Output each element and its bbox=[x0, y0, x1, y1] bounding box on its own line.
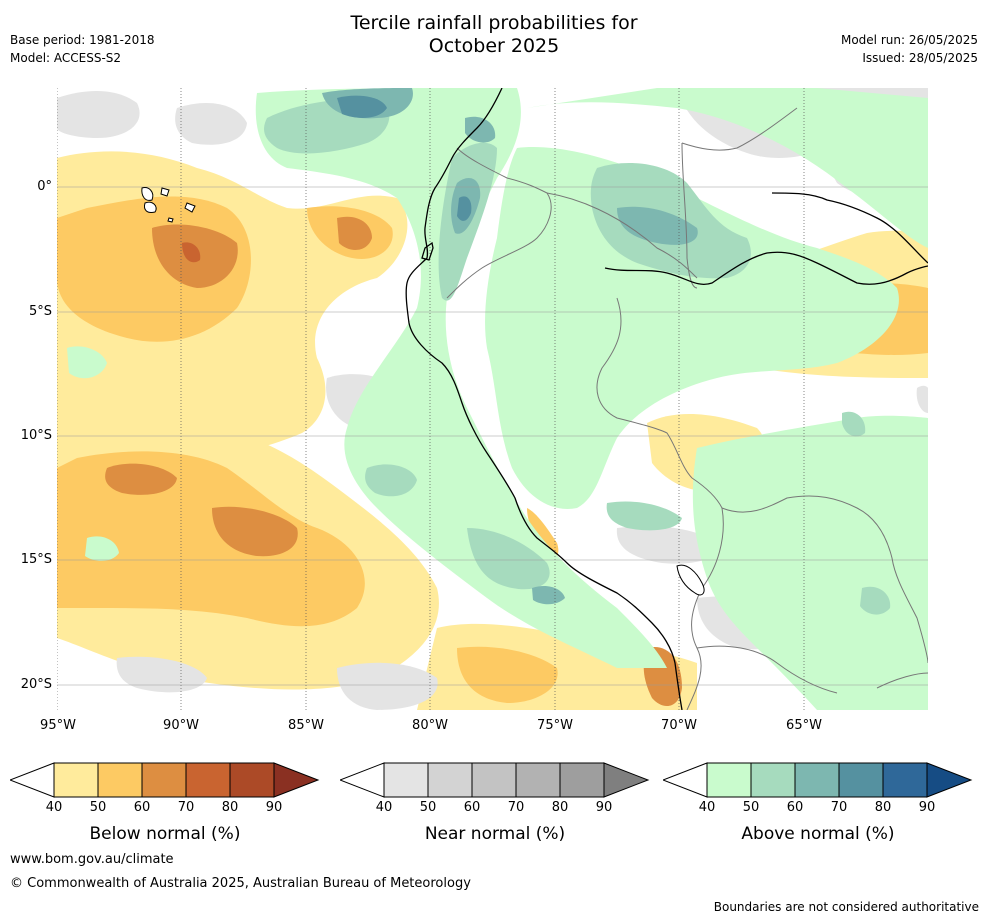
below-label-40: 40 bbox=[45, 800, 63, 815]
colorbar-below-normal: 40 50 60 70 80 90 Below normal (%) bbox=[8, 762, 320, 856]
map-gridlines-lat bbox=[57, 186, 928, 686]
above-label-50: 50 bbox=[742, 800, 760, 815]
colorbar-below-swatches bbox=[8, 762, 320, 798]
near-label-50: 50 bbox=[419, 800, 437, 815]
below-label-80: 80 bbox=[221, 800, 239, 815]
near-swatch-1 bbox=[383, 762, 429, 798]
lake-titicaca bbox=[676, 564, 705, 596]
near-label-70: 70 bbox=[507, 800, 525, 815]
lat-tick-5s: 5°S bbox=[28, 304, 52, 319]
near-label-80: 80 bbox=[551, 800, 569, 815]
below-label-90: 90 bbox=[265, 800, 283, 815]
near-swatch-under bbox=[338, 762, 385, 798]
above-swatch-1 bbox=[706, 762, 752, 798]
near-swatch-over bbox=[603, 762, 650, 798]
rainfall-map bbox=[57, 88, 928, 710]
near-normal-title: Near normal (%) bbox=[424, 824, 566, 844]
above-label-80: 80 bbox=[874, 800, 892, 815]
below-label-50: 50 bbox=[89, 800, 107, 815]
lat-tick-20s: 20°S bbox=[20, 677, 52, 692]
near-swatch-2 bbox=[427, 762, 473, 798]
near-label-90: 90 bbox=[595, 800, 613, 815]
above-normal-regions bbox=[67, 88, 928, 710]
lat-tick-15s: 15°S bbox=[20, 552, 52, 567]
map-canvas bbox=[57, 88, 928, 710]
above-swatch-2 bbox=[750, 762, 796, 798]
model-run: Model run: 26/05/2025 bbox=[840, 33, 978, 47]
below-normal-title: Below normal (%) bbox=[89, 824, 241, 844]
lon-tick-75w: 75°W bbox=[537, 718, 573, 733]
title-line-2: October 2025 bbox=[428, 35, 560, 57]
lon-tick-80w: 80°W bbox=[412, 718, 448, 733]
galapagos-islands bbox=[141, 187, 196, 223]
below-swatch-1 bbox=[53, 762, 99, 798]
title-line-1: Tercile rainfall probabilities for bbox=[350, 12, 638, 34]
above-label-70: 70 bbox=[830, 800, 848, 815]
above-normal-title: Above normal (%) bbox=[741, 824, 895, 844]
footer-url: www.bom.gov.au/climate bbox=[10, 852, 174, 867]
colorbar-above-swatches bbox=[661, 762, 973, 798]
country-boundaries bbox=[446, 107, 928, 710]
lon-tick-90w: 90°W bbox=[163, 718, 199, 733]
lon-tick-95w: 95°W bbox=[40, 718, 76, 733]
above-swatch-over bbox=[926, 762, 973, 798]
below-swatch-3 bbox=[141, 762, 187, 798]
issued-date: Issued: 28/05/2025 bbox=[862, 51, 978, 65]
below-label-70: 70 bbox=[177, 800, 195, 815]
near-swatch-5 bbox=[559, 762, 605, 798]
above-swatch-5 bbox=[882, 762, 928, 798]
above-label-40: 40 bbox=[698, 800, 716, 815]
below-swatch-under bbox=[8, 762, 55, 798]
lat-tick-0: 0° bbox=[37, 179, 52, 194]
below-swatch-over bbox=[273, 762, 320, 798]
above-label-90: 90 bbox=[918, 800, 936, 815]
lon-tick-70w: 70°W bbox=[661, 718, 697, 733]
above-swatch-4 bbox=[838, 762, 884, 798]
below-label-60: 60 bbox=[133, 800, 151, 815]
near-label-40: 40 bbox=[375, 800, 393, 815]
below-swatch-2 bbox=[97, 762, 143, 798]
above-swatch-3 bbox=[794, 762, 840, 798]
above-swatch-under bbox=[661, 762, 708, 798]
colorbar-near-normal: 40 50 60 70 80 90 Near normal (%) bbox=[338, 762, 650, 856]
colorbar-above-normal: 40 50 60 70 80 90 Above normal (%) bbox=[661, 762, 973, 856]
footer-disclaimer: Boundaries are not considered authoritat… bbox=[713, 900, 979, 914]
lat-tick-10s: 10°S bbox=[20, 428, 52, 443]
below-swatch-4 bbox=[185, 762, 231, 798]
near-swatch-3 bbox=[471, 762, 517, 798]
near-label-60: 60 bbox=[463, 800, 481, 815]
near-swatch-4 bbox=[515, 762, 561, 798]
lon-tick-65w: 65°W bbox=[786, 718, 822, 733]
below-swatch-5 bbox=[229, 762, 275, 798]
colorbar-near-swatches bbox=[338, 762, 650, 798]
above-label-60: 60 bbox=[786, 800, 804, 815]
base-period: Base period: 1981-2018 bbox=[10, 33, 155, 47]
model-name: Model: ACCESS-S2 bbox=[10, 51, 122, 65]
footer-copyright: © Commonwealth of Australia 2025, Austra… bbox=[10, 876, 471, 891]
lon-tick-85w: 85°W bbox=[288, 718, 324, 733]
coastline bbox=[405, 88, 928, 710]
map-title: Tercile rainfall probabilities for Octob… bbox=[0, 12, 988, 58]
